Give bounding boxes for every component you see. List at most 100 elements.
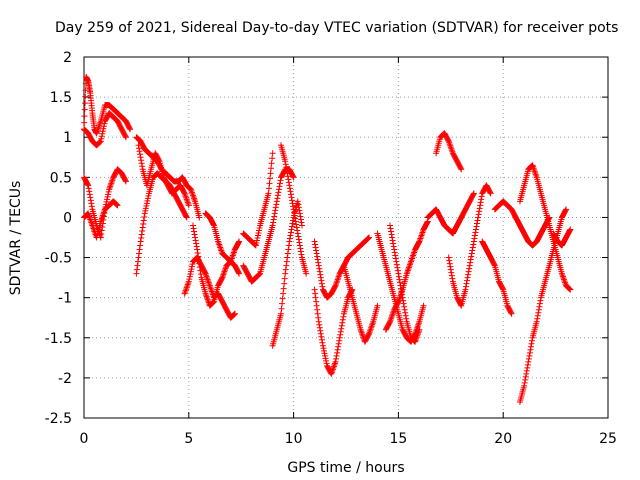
data-point xyxy=(420,302,427,309)
grid-lines xyxy=(84,57,608,418)
data-point xyxy=(282,158,289,165)
data-point xyxy=(447,263,454,270)
data-point xyxy=(401,303,408,310)
data-point xyxy=(535,309,542,316)
data-point xyxy=(424,219,431,226)
data-point xyxy=(195,253,202,260)
data-point xyxy=(319,339,326,346)
data-point xyxy=(389,312,396,319)
data-point xyxy=(289,197,296,204)
data-point xyxy=(122,178,129,185)
data-point xyxy=(317,327,324,334)
data-point xyxy=(399,294,406,301)
data-point xyxy=(334,349,341,356)
data-point xyxy=(194,246,201,253)
data-point xyxy=(466,265,473,272)
data-point xyxy=(99,130,106,137)
data-point xyxy=(467,256,474,263)
data-point xyxy=(388,228,395,235)
data-point xyxy=(105,188,112,195)
series-arc-m xyxy=(269,198,305,349)
data-point xyxy=(533,318,540,325)
data-point xyxy=(339,319,346,326)
data-point xyxy=(286,238,293,245)
data-point xyxy=(272,207,279,214)
data-point xyxy=(191,231,198,238)
data-point xyxy=(405,264,412,271)
data-point xyxy=(122,133,129,140)
data-point xyxy=(332,358,339,365)
data-point xyxy=(270,219,277,226)
data-point xyxy=(393,261,400,268)
data-point xyxy=(127,126,134,133)
data-point xyxy=(267,170,274,177)
data-point xyxy=(192,234,199,241)
data-point xyxy=(392,252,399,259)
data-point xyxy=(284,173,291,180)
data-point xyxy=(298,219,305,226)
data-point xyxy=(100,123,107,130)
data-point xyxy=(322,355,329,362)
data-point xyxy=(295,204,302,211)
data-point xyxy=(197,267,204,274)
data-point xyxy=(143,200,150,207)
data-point xyxy=(293,224,300,231)
data-point xyxy=(312,290,319,297)
data-point xyxy=(323,360,330,367)
x-tick-label: 20 xyxy=(494,431,512,447)
data-point xyxy=(475,211,482,218)
data-point xyxy=(457,301,464,308)
data-point xyxy=(140,217,147,224)
data-point xyxy=(523,370,530,377)
data-point xyxy=(475,214,482,221)
data-point xyxy=(318,277,325,284)
data-point xyxy=(358,329,365,336)
data-point xyxy=(282,270,289,277)
data-point xyxy=(285,179,292,186)
y-tick-label: -2 xyxy=(58,371,72,387)
data-point xyxy=(470,241,477,248)
data-point xyxy=(292,218,299,225)
data-point xyxy=(508,309,515,316)
data-point xyxy=(82,93,89,100)
data-point xyxy=(296,207,303,214)
data-point xyxy=(186,273,193,280)
data-point xyxy=(290,203,297,210)
data-point xyxy=(290,173,297,180)
data-point xyxy=(255,229,262,236)
data-point xyxy=(288,226,295,233)
data-point xyxy=(465,268,472,275)
data-point xyxy=(334,278,341,285)
data-point xyxy=(203,293,210,300)
data-point xyxy=(136,250,143,257)
series-arc-n xyxy=(278,142,310,277)
data-point xyxy=(87,194,94,201)
data-point xyxy=(196,214,203,221)
data-point xyxy=(401,306,408,313)
data-point xyxy=(312,241,319,248)
data-point xyxy=(366,234,373,241)
x-tick-label: 25 xyxy=(599,431,617,447)
data-point xyxy=(409,254,416,261)
data-point xyxy=(104,193,111,200)
data-point xyxy=(205,279,212,286)
data-point xyxy=(415,321,422,328)
data-point xyxy=(190,225,197,232)
data-point xyxy=(546,214,553,221)
data-point xyxy=(81,119,88,126)
data-point xyxy=(191,228,198,235)
data-point xyxy=(100,125,107,132)
data-point xyxy=(187,271,194,278)
data-point xyxy=(471,235,478,242)
data-point xyxy=(285,176,292,183)
data-point xyxy=(526,349,533,356)
data-point xyxy=(389,311,396,318)
data-point xyxy=(141,210,148,217)
data-point xyxy=(397,282,404,289)
data-point xyxy=(266,180,273,187)
data-point xyxy=(209,299,216,306)
data-point xyxy=(298,222,305,229)
data-point xyxy=(98,230,105,237)
data-point xyxy=(313,298,320,305)
data-point xyxy=(191,195,198,202)
